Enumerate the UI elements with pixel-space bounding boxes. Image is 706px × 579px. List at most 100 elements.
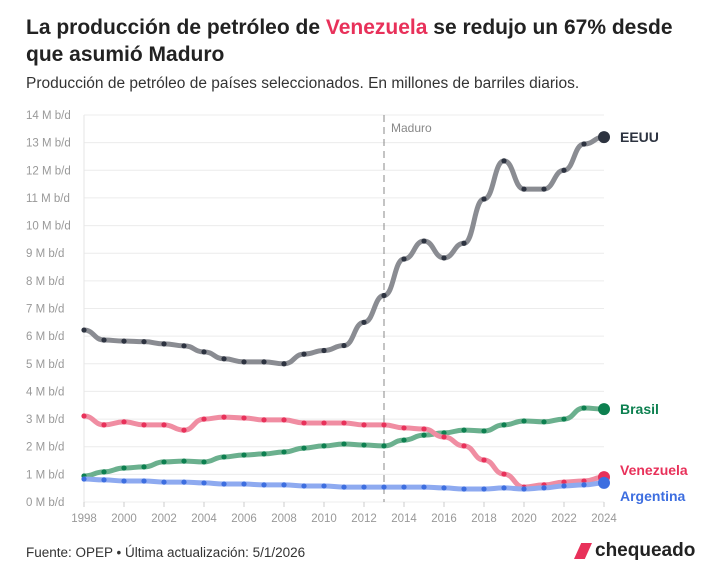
x-tick-label: 2016 bbox=[431, 513, 457, 525]
data-point bbox=[441, 434, 447, 440]
data-point bbox=[181, 479, 187, 485]
data-point bbox=[141, 478, 147, 484]
data-point bbox=[581, 405, 587, 411]
series-end-point bbox=[598, 131, 610, 144]
data-point bbox=[521, 418, 527, 424]
data-point bbox=[561, 483, 567, 489]
data-point bbox=[501, 422, 507, 428]
data-point bbox=[81, 327, 87, 333]
data-point bbox=[221, 454, 227, 460]
data-point bbox=[301, 420, 307, 426]
data-point bbox=[521, 486, 527, 492]
y-tick-label: 12 M b/d bbox=[26, 165, 71, 177]
data-point bbox=[461, 427, 467, 433]
y-tick-label: 7 M b/d bbox=[26, 304, 64, 316]
data-point bbox=[461, 486, 467, 492]
series-end-point bbox=[598, 403, 610, 416]
y-tick-label: 3 M b/d bbox=[26, 414, 64, 426]
y-tick-label: 1 M b/d bbox=[26, 469, 64, 481]
data-point bbox=[141, 339, 147, 345]
data-point bbox=[341, 420, 347, 426]
title-highlight: Venezuela bbox=[325, 16, 428, 39]
series-label-eeuu: EEUU bbox=[620, 129, 659, 145]
data-point bbox=[301, 445, 307, 451]
data-point bbox=[361, 484, 367, 490]
data-point bbox=[581, 141, 587, 147]
data-point bbox=[421, 432, 427, 438]
data-point bbox=[441, 255, 447, 261]
data-point bbox=[321, 347, 327, 354]
data-point bbox=[541, 485, 547, 491]
data-point bbox=[81, 476, 87, 482]
data-point bbox=[181, 427, 187, 433]
data-point bbox=[241, 415, 247, 421]
data-point bbox=[261, 451, 267, 457]
logo-text: chequeado bbox=[595, 540, 696, 561]
x-tick-label: 2014 bbox=[391, 513, 417, 525]
x-tick-label: 2002 bbox=[151, 513, 177, 525]
data-point bbox=[321, 443, 327, 449]
series-label-argentina: Argentina bbox=[620, 488, 686, 504]
data-point bbox=[481, 196, 487, 202]
maduro-annotation: Maduro bbox=[391, 121, 432, 135]
data-point bbox=[381, 484, 387, 490]
data-point bbox=[161, 479, 167, 485]
data-point bbox=[101, 422, 107, 428]
data-point bbox=[421, 484, 427, 490]
series-end-point bbox=[598, 476, 610, 489]
data-point bbox=[121, 478, 127, 484]
x-tick-label: 2000 bbox=[111, 513, 137, 525]
y-tick-label: 4 M b/d bbox=[26, 386, 64, 398]
y-tick-label: 2 M b/d bbox=[26, 442, 64, 454]
data-point bbox=[461, 240, 467, 246]
data-point bbox=[541, 419, 547, 425]
data-point bbox=[141, 422, 147, 428]
data-point bbox=[381, 292, 387, 299]
data-point bbox=[161, 459, 167, 465]
data-point bbox=[581, 478, 587, 484]
data-point bbox=[561, 416, 567, 422]
title-text-end: se redujo un 67% desde que asumió Maduro bbox=[26, 16, 673, 66]
data-point bbox=[281, 449, 287, 455]
chart-subtitle: Producción de petróleo de países selecci… bbox=[26, 75, 580, 92]
data-point bbox=[501, 485, 507, 491]
data-point bbox=[441, 430, 447, 436]
data-point bbox=[101, 469, 107, 475]
data-point bbox=[221, 414, 227, 420]
data-point bbox=[121, 465, 127, 471]
x-tick-label: 2024 bbox=[591, 513, 617, 525]
data-point bbox=[201, 416, 207, 422]
data-point bbox=[381, 422, 387, 428]
data-point bbox=[421, 238, 427, 244]
data-point bbox=[461, 443, 467, 449]
y-tick-label: 13 M b/d bbox=[26, 138, 71, 150]
data-point bbox=[281, 361, 287, 367]
data-point bbox=[101, 337, 107, 343]
y-tick-label: 6 M b/d bbox=[26, 331, 64, 343]
data-point bbox=[401, 437, 407, 443]
data-point bbox=[141, 464, 147, 470]
x-tick-label: 2020 bbox=[511, 513, 537, 525]
x-tick-label: 2006 bbox=[231, 513, 257, 525]
data-point bbox=[321, 420, 327, 426]
series-line-eeuu bbox=[81, 134, 607, 367]
y-tick-label: 10 M b/d bbox=[26, 221, 71, 233]
data-point bbox=[121, 419, 127, 425]
series-label-brasil: Brasil bbox=[620, 401, 659, 417]
y-tick-label: 8 M b/d bbox=[26, 276, 64, 288]
y-tick-label: 0 M b/d bbox=[26, 497, 64, 509]
chequeado-logo[interactable]: chequeado bbox=[574, 540, 695, 562]
data-point bbox=[401, 425, 407, 431]
x-tick-label: 2008 bbox=[271, 513, 297, 525]
data-point bbox=[281, 417, 287, 423]
x-tick-label: 2018 bbox=[471, 513, 497, 525]
data-point bbox=[481, 428, 487, 434]
data-point bbox=[561, 479, 567, 485]
data-point bbox=[361, 442, 367, 448]
data-point bbox=[221, 481, 227, 487]
data-point bbox=[581, 482, 587, 488]
data-point bbox=[261, 359, 267, 365]
series-line-venezuela bbox=[81, 413, 607, 490]
data-point bbox=[241, 452, 247, 458]
data-point bbox=[321, 483, 327, 489]
